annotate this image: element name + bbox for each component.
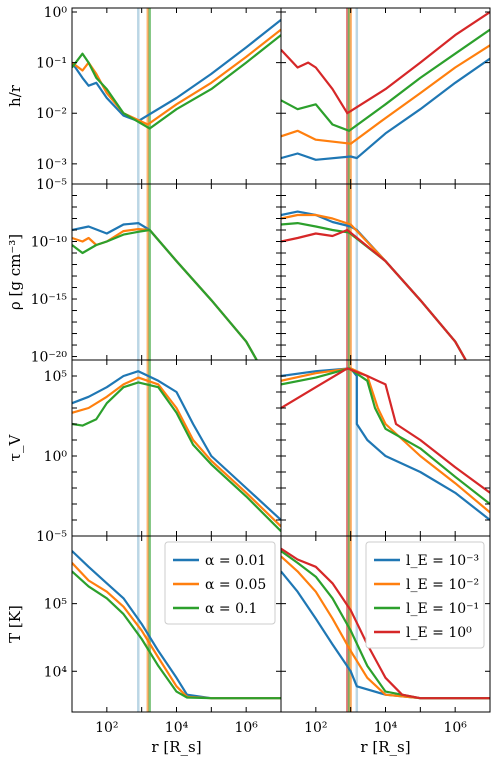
series-line-blue: [72, 370, 281, 521]
series-line-red: [281, 228, 467, 360]
axes-frame: [71, 359, 282, 537]
axes-frame: [71, 183, 282, 361]
panel-h/r-alpha: 10⁻³ 10⁻² 10⁻¹ 10⁰: [36, 5, 282, 185]
series-line-orange: [72, 228, 258, 360]
y-axis-label: ρ [g cm⁻³]: [6, 234, 24, 310]
y-axis-label: h/r: [6, 84, 24, 107]
y-tick-label: 10⁻¹⁰: [31, 235, 68, 251]
y-tick-label: 10⁻⁵: [36, 177, 67, 193]
panel-rho-alpha: 10⁻²⁰ 10⁻¹⁵ 10⁻¹⁰ 10⁻⁵: [31, 177, 282, 366]
panel-h/r-lE: [280, 7, 491, 185]
panel-T-alpha: 10⁴ 10⁵ α = 0.01 α = 0.05 α = 0.1: [44, 535, 282, 713]
panel-tau-alpha: 10⁻⁵ 10⁰ 10⁵: [36, 359, 282, 545]
legend: α = 0.01 α = 0.05 α = 0.1: [164, 541, 276, 625]
series-line-orange: [72, 376, 281, 528]
y-tick-label: 10⁰: [44, 5, 68, 21]
x-tick-label: 10⁶: [234, 720, 258, 736]
axes-frame: [280, 183, 491, 361]
series-line-red: [281, 367, 490, 494]
series-line-blue: [281, 367, 490, 521]
legend-label: l_E = 10⁻³: [406, 553, 479, 569]
x-tick-label: 10²: [304, 720, 327, 736]
series-line-green: [72, 34, 281, 130]
panel-tau-lE: [280, 359, 491, 537]
y-tick-label: 10⁻¹⁵: [31, 292, 68, 308]
x-tick-label: 10⁴: [374, 720, 398, 736]
series-line-green: [281, 28, 490, 132]
series-line-blue: [281, 210, 467, 360]
y-tick-label: 10⁻⁵: [36, 529, 67, 545]
series-line-blue: [72, 18, 281, 123]
series-line-green: [72, 381, 281, 532]
series-line-orange: [281, 213, 467, 360]
x-tick-label: 10²: [95, 720, 118, 736]
series-line-green: [281, 222, 467, 360]
x-tick-label: 10⁴: [165, 720, 189, 736]
x-axis-label: r [R_s]: [360, 738, 410, 756]
y-tick-label: 10⁰: [44, 449, 68, 465]
series-line-orange: [281, 44, 490, 145]
x-axis-label: r [R_s]: [151, 738, 201, 756]
legend-label: α = 0.01: [205, 553, 266, 569]
y-tick-label: 10⁻³: [36, 157, 67, 173]
legend-box: [365, 541, 485, 649]
series-line-orange: [281, 367, 490, 514]
legend-label: l_E = 10⁻²: [406, 577, 479, 593]
legend-label: l_E = 10⁰: [406, 625, 472, 641]
legend-box: [164, 541, 276, 625]
series-line-red: [281, 11, 490, 115]
series-line-green: [72, 570, 281, 700]
panel-T-lE: l_E = 10⁻³ l_E = 10⁻² l_E = 10⁻¹ l_E = 10⁰: [280, 535, 491, 713]
legend-label: α = 0.1: [205, 601, 257, 617]
y-tick-label: 10⁻²: [36, 106, 67, 122]
y-axis-label: τ_V: [6, 434, 24, 462]
legend-label: l_E = 10⁻¹: [406, 601, 479, 617]
series-line-red: [281, 547, 490, 700]
axes-frame: [71, 7, 282, 185]
y-tick-label: 10⁴: [44, 664, 68, 680]
y-axis-label: T [K]: [6, 605, 24, 643]
x-tick-label: 10⁶: [443, 720, 467, 736]
panel-rho-lE: [280, 183, 491, 361]
series-line-green: [281, 367, 490, 505]
series-line-blue: [281, 57, 490, 161]
y-tick-label: 10⁻¹: [36, 56, 67, 72]
y-tick-label: 10⁻²⁰: [31, 350, 68, 366]
legend-label: α = 0.05: [205, 577, 266, 593]
legend: l_E = 10⁻³ l_E = 10⁻² l_E = 10⁻¹ l_E = 10⁰: [365, 541, 485, 649]
series-line-green: [72, 228, 258, 360]
y-tick-label: 10⁵: [44, 597, 68, 613]
y-tick-label: 10⁵: [44, 369, 68, 385]
